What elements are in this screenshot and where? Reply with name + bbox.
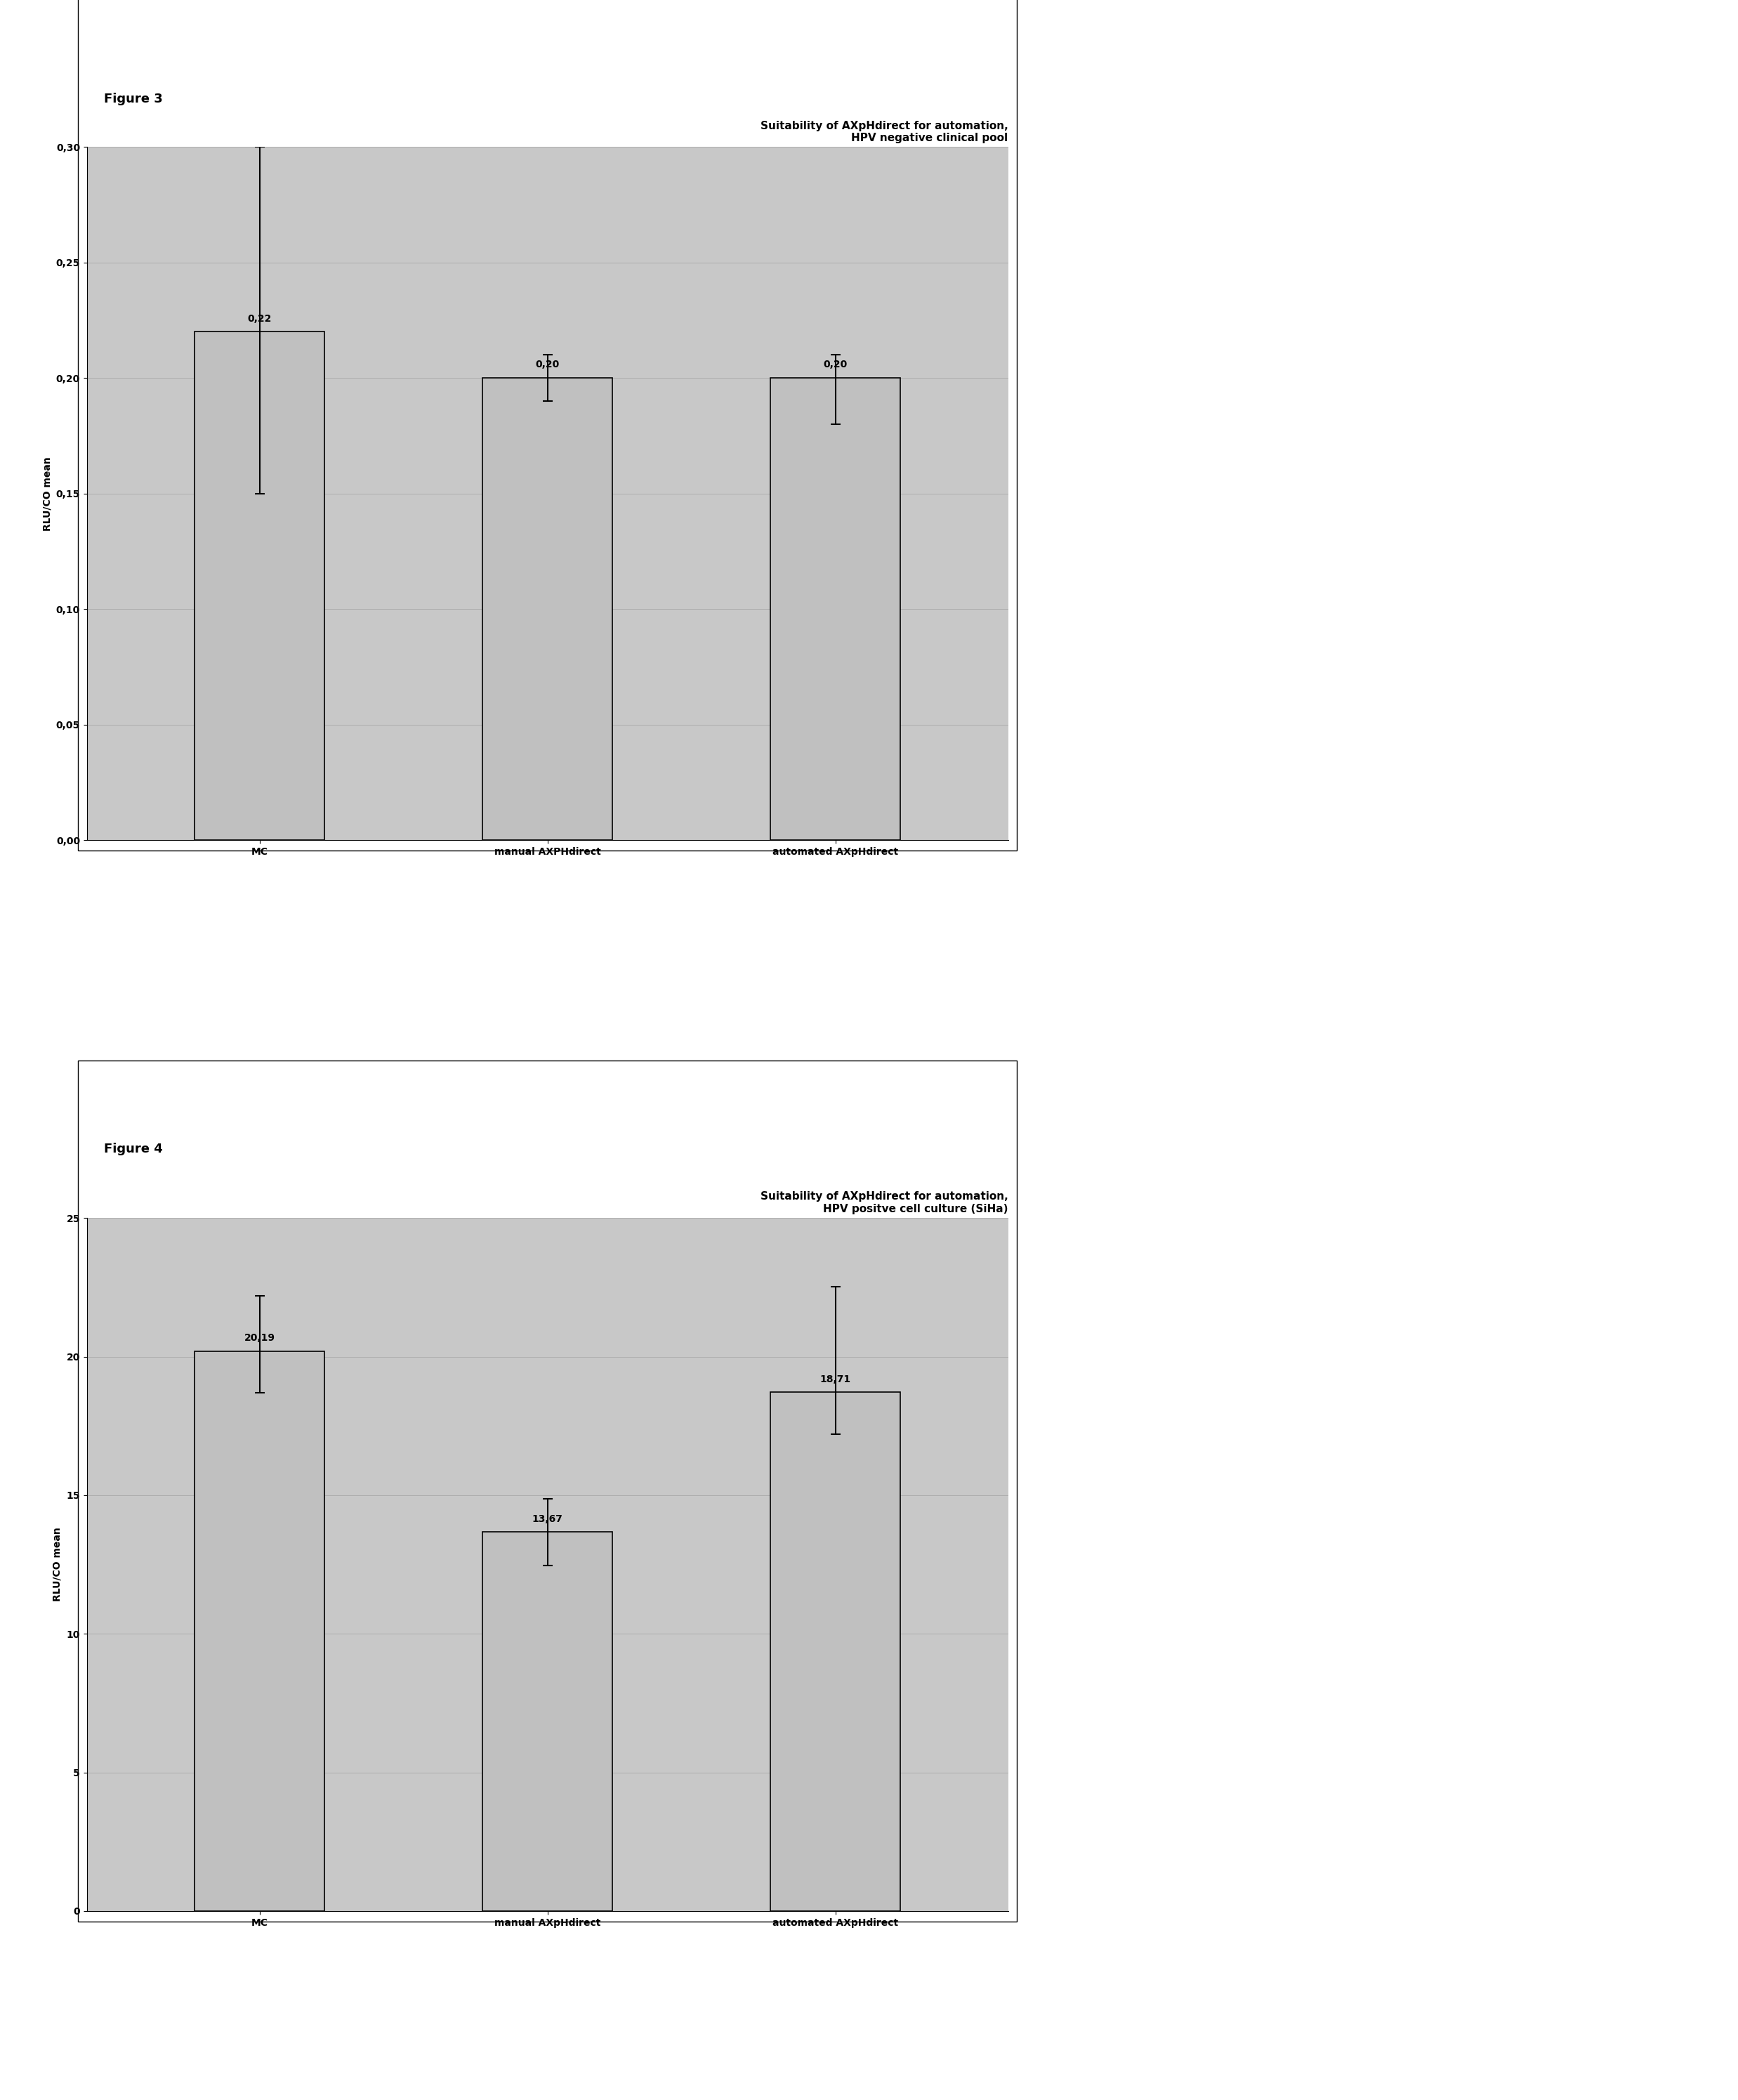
Bar xyxy=(195,332,325,840)
Bar xyxy=(195,1350,325,1911)
Text: Figure 3: Figure 3 xyxy=(104,92,163,105)
Text: 18,71: 18,71 xyxy=(820,1373,852,1384)
Y-axis label: RLU/CO mean: RLU/CO mean xyxy=(52,1527,63,1602)
Text: 0,20: 0,20 xyxy=(535,359,560,370)
Bar xyxy=(770,378,900,840)
Bar xyxy=(483,378,612,840)
Text: Suitability of AXpHdirect for automation,
HPV negative clinical pool: Suitability of AXpHdirect for automation… xyxy=(760,120,1008,143)
Text: 13,67: 13,67 xyxy=(532,1514,563,1525)
Text: Figure 4: Figure 4 xyxy=(104,1142,163,1155)
Text: 0,22: 0,22 xyxy=(247,313,271,323)
Text: Suitability of AXpHdirect for automation,
HPV positve cell culture (SiHa): Suitability of AXpHdirect for automation… xyxy=(760,1191,1008,1214)
Bar xyxy=(770,1392,900,1911)
Text: 0,20: 0,20 xyxy=(824,359,848,370)
Bar xyxy=(483,1533,612,1911)
Y-axis label: RLU/CO mean: RLU/CO mean xyxy=(42,456,52,531)
Text: 20,19: 20,19 xyxy=(243,1334,275,1344)
